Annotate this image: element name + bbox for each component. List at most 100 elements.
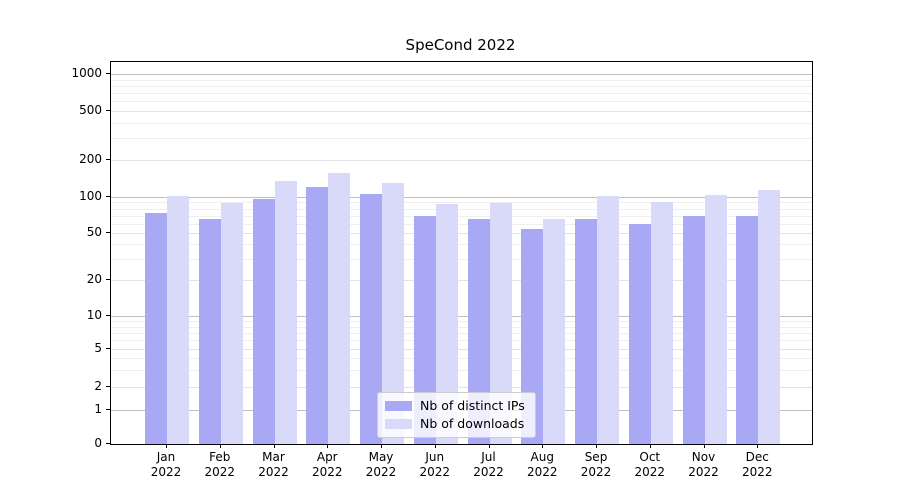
bar-downloads-mar-2022 [274, 180, 297, 444]
y-tick-label: 2 [94, 378, 102, 393]
major-gridline [111, 233, 812, 234]
bar-downloads-jul-2022 [489, 203, 512, 444]
minor-gridline [111, 370, 812, 372]
bar-distinct-ips-aug-2022 [521, 229, 544, 444]
minor-gridline [111, 326, 812, 328]
legend-item-downloads: Nb of downloads [385, 416, 525, 431]
x-tick-label-line: 2022 [311, 465, 343, 479]
x-tick-label-line: Sep [584, 450, 608, 464]
minor-gridline [111, 215, 812, 217]
x-tick-label-line: 2022 [580, 465, 612, 479]
minor-gridline [111, 202, 812, 204]
x-tick-mark [327, 444, 329, 448]
bar-downloads-sep-2022 [597, 195, 619, 444]
minor-gridline [111, 93, 812, 95]
x-tick-mark [219, 444, 221, 448]
bar-distinct-ips-sep-2022 [575, 219, 597, 444]
x-tick-label: Feb 2022 [189, 450, 251, 480]
major-gridline [111, 349, 812, 350]
legend-label-distinct-ips: Nb of distinct IPs [420, 398, 525, 413]
y-tick-label: 20 [86, 271, 102, 286]
major-gridline [111, 197, 812, 198]
major-gridline [111, 280, 812, 281]
bar-distinct-ips-dec-2022 [736, 215, 759, 444]
x-tick-mark [381, 444, 382, 448]
y-tick-label: 500 [79, 102, 102, 117]
plot-area [110, 61, 813, 445]
x-tick-label-line: Jul [481, 450, 496, 464]
x-tick-label-line: 2022 [634, 465, 666, 479]
minor-gridline [111, 122, 812, 124]
bar-distinct-ips-may-2022 [360, 194, 382, 444]
major-gridline [111, 387, 812, 388]
bar-distinct-ips-nov-2022 [682, 215, 705, 444]
x-tick-mark [273, 444, 275, 448]
y-tick-mark [106, 196, 110, 197]
x-tick-label: Mar 2022 [243, 450, 305, 480]
x-tick-label-line: Jun [425, 450, 445, 464]
x-tick-mark [649, 444, 651, 448]
bar-downloads-jun-2022 [435, 204, 458, 444]
x-tick-mark [488, 444, 490, 448]
x-tick-label-line: 2022 [741, 465, 773, 479]
legend: Nb of distinct IPs Nb of downloads [377, 392, 536, 438]
y-tick-mark [106, 73, 110, 74]
major-gridline [111, 111, 812, 112]
minor-gridline [111, 208, 812, 210]
y-tick-label: 0 [94, 435, 102, 450]
bar-distinct-ips-oct-2022 [628, 224, 651, 444]
legend-swatch-downloads [385, 418, 412, 429]
bar-distinct-ips-jun-2022 [413, 215, 436, 444]
bar-distinct-ips-apr-2022 [306, 187, 329, 444]
x-tick-label-line: Mar [262, 450, 285, 464]
legend-label-downloads: Nb of downloads [420, 416, 525, 431]
x-tick-label-line: 2022 [258, 465, 289, 479]
minor-gridline [111, 358, 812, 360]
x-tick-label-line: Nov [691, 450, 716, 464]
y-tick-mark [106, 232, 110, 233]
major-gridline [111, 316, 812, 317]
bar-downloads-nov-2022 [704, 195, 727, 444]
x-tick-label-line: Aug [530, 450, 554, 464]
x-tick-mark [757, 444, 759, 448]
x-tick-label: Jul 2022 [458, 450, 520, 480]
x-tick-label-line: Oct [639, 450, 661, 464]
y-tick-label: 1000 [71, 65, 102, 80]
y-tick-label: 10 [86, 307, 102, 322]
y-tick-label: 200 [79, 151, 102, 166]
minor-gridline [111, 244, 812, 246]
bar-distinct-ips-feb-2022 [198, 219, 221, 444]
y-tick-mark [106, 443, 110, 444]
bar-distinct-ips-jan-2022 [145, 213, 167, 444]
x-tick-label: May 2022 [350, 450, 412, 480]
minor-gridline [111, 223, 812, 225]
bar-downloads-apr-2022 [328, 172, 351, 444]
bar-downloads-feb-2022 [220, 203, 243, 444]
major-gridline [111, 160, 812, 161]
x-tick-label: Jan 2022 [135, 450, 197, 480]
x-tick-mark [703, 444, 705, 448]
x-tick-label-line: 2022 [526, 465, 558, 479]
x-tick-label: Apr 2022 [296, 450, 358, 480]
minor-gridline [111, 340, 812, 342]
minor-gridline [111, 79, 812, 81]
legend-item-distinct-ips: Nb of distinct IPs [385, 398, 525, 413]
x-tick-label-line: 2022 [473, 465, 504, 479]
x-tick-mark [596, 444, 597, 448]
x-tick-label-line: Dec [745, 450, 769, 464]
y-tick-mark [106, 315, 110, 316]
y-tick-mark [106, 348, 110, 349]
x-tick-mark [542, 444, 544, 448]
bar-distinct-ips-mar-2022 [252, 198, 275, 444]
y-tick-label: 50 [86, 224, 102, 239]
x-tick-label-line: 2022 [204, 465, 236, 479]
y-tick-mark [106, 279, 110, 280]
x-tick-label: Dec 2022 [726, 450, 788, 480]
x-tick-label-line: Feb [209, 450, 231, 464]
x-tick-label: Oct 2022 [619, 450, 681, 480]
minor-gridline [111, 259, 812, 261]
x-tick-label: Sep 2022 [565, 450, 627, 480]
minor-gridline [111, 101, 812, 103]
bar-distinct-ips-jul-2022 [467, 218, 490, 444]
